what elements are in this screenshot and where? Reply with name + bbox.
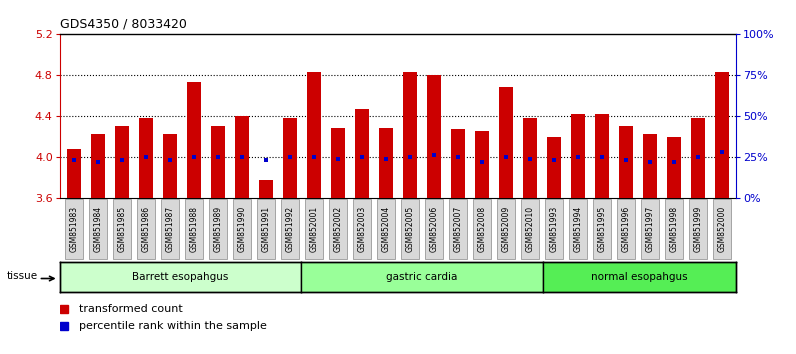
- Bar: [259, 180, 273, 198]
- Bar: [211, 126, 225, 198]
- Text: gastric cardia: gastric cardia: [387, 272, 458, 282]
- Bar: [353, 200, 371, 259]
- Text: GSM852004: GSM852004: [381, 206, 391, 252]
- Text: GSM851984: GSM851984: [94, 206, 103, 252]
- Text: GSM851989: GSM851989: [213, 206, 223, 252]
- Text: GSM851986: GSM851986: [142, 206, 150, 252]
- Bar: [137, 200, 155, 259]
- Bar: [689, 200, 707, 259]
- Bar: [355, 109, 369, 198]
- Text: GSM851987: GSM851987: [166, 206, 174, 252]
- Bar: [209, 200, 227, 259]
- Bar: [521, 200, 539, 259]
- Bar: [569, 200, 587, 259]
- Bar: [233, 200, 251, 259]
- Bar: [235, 116, 249, 198]
- Text: GSM851990: GSM851990: [237, 206, 247, 252]
- Bar: [403, 72, 417, 198]
- Bar: [571, 114, 585, 198]
- Bar: [665, 200, 683, 259]
- Bar: [65, 200, 83, 259]
- Bar: [329, 200, 347, 259]
- Text: percentile rank within the sample: percentile rank within the sample: [79, 321, 267, 331]
- Text: GSM851983: GSM851983: [69, 206, 79, 252]
- Bar: [715, 72, 729, 198]
- Text: GSM851998: GSM851998: [669, 206, 678, 252]
- Bar: [449, 200, 467, 259]
- Bar: [377, 200, 395, 259]
- Text: GDS4350 / 8033420: GDS4350 / 8033420: [60, 18, 186, 31]
- Bar: [425, 200, 443, 259]
- Bar: [474, 131, 490, 198]
- Text: GSM851992: GSM851992: [286, 206, 295, 252]
- Bar: [545, 200, 563, 259]
- Bar: [547, 137, 561, 198]
- Text: GSM852000: GSM852000: [717, 206, 727, 252]
- Text: GSM852007: GSM852007: [454, 206, 462, 252]
- Bar: [595, 114, 609, 198]
- Bar: [523, 118, 537, 198]
- Bar: [451, 129, 465, 198]
- Text: GSM852008: GSM852008: [478, 206, 486, 252]
- Bar: [667, 137, 681, 198]
- Bar: [67, 149, 81, 198]
- Bar: [283, 118, 297, 198]
- Bar: [257, 200, 275, 259]
- Text: GSM852002: GSM852002: [334, 206, 342, 252]
- Bar: [281, 200, 299, 259]
- Bar: [499, 87, 513, 198]
- Text: GSM852010: GSM852010: [525, 206, 534, 252]
- Text: GSM851999: GSM851999: [693, 206, 702, 252]
- Bar: [642, 135, 657, 198]
- Text: GSM851996: GSM851996: [622, 206, 630, 252]
- Bar: [641, 200, 659, 259]
- Bar: [593, 200, 611, 259]
- Bar: [617, 200, 635, 259]
- Text: GSM852003: GSM852003: [357, 206, 366, 252]
- Text: GSM852001: GSM852001: [310, 206, 318, 252]
- Text: GSM851991: GSM851991: [262, 206, 271, 252]
- Text: Barrett esopahgus: Barrett esopahgus: [132, 272, 228, 282]
- Text: GSM851988: GSM851988: [189, 206, 198, 252]
- Bar: [713, 200, 731, 259]
- Text: GSM851993: GSM851993: [549, 206, 559, 252]
- Text: GSM851985: GSM851985: [118, 206, 127, 252]
- Bar: [115, 126, 129, 198]
- Bar: [187, 82, 201, 198]
- Bar: [306, 72, 322, 198]
- Text: GSM851995: GSM851995: [598, 206, 607, 252]
- Text: GSM851994: GSM851994: [573, 206, 583, 252]
- Text: GSM852006: GSM852006: [430, 206, 439, 252]
- Bar: [113, 200, 131, 259]
- Bar: [185, 200, 203, 259]
- Bar: [473, 200, 491, 259]
- Bar: [401, 200, 419, 259]
- Bar: [89, 200, 107, 259]
- Text: transformed count: transformed count: [79, 304, 182, 314]
- Bar: [139, 118, 154, 198]
- Bar: [305, 200, 323, 259]
- Bar: [497, 200, 515, 259]
- Bar: [379, 128, 393, 198]
- Text: normal esopahgus: normal esopahgus: [591, 272, 688, 282]
- Bar: [331, 128, 345, 198]
- Bar: [161, 200, 179, 259]
- Text: GSM852005: GSM852005: [405, 206, 415, 252]
- Bar: [163, 135, 178, 198]
- Bar: [427, 75, 441, 198]
- Text: GSM851997: GSM851997: [646, 206, 654, 252]
- Bar: [618, 126, 633, 198]
- Text: tissue: tissue: [6, 270, 38, 280]
- Text: GSM852009: GSM852009: [501, 206, 510, 252]
- Bar: [691, 118, 705, 198]
- Bar: [91, 135, 105, 198]
